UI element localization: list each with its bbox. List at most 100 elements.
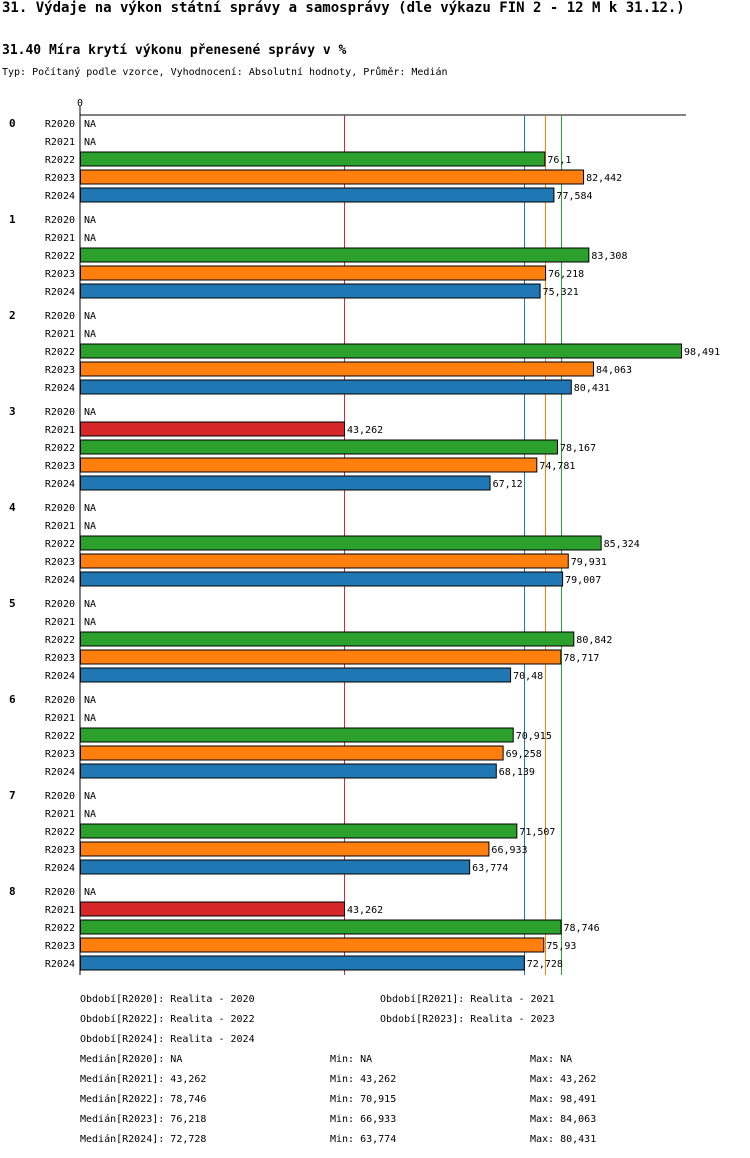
series-label: R2021 [45, 905, 75, 916]
data-label: 72,728 [527, 959, 563, 970]
legend-min-r2023: Min: 66,933 [330, 1114, 397, 1125]
series-label: R2024 [45, 767, 75, 778]
legend-min-r2024: Min: 63,774 [330, 1134, 397, 1145]
data-label: 78,746 [564, 923, 600, 934]
series-label: R2021 [45, 137, 75, 148]
legend-max-r2023: Max: 84,063 [530, 1114, 597, 1125]
series-label: R2021 [45, 809, 75, 820]
data-label: 78,167 [560, 443, 596, 454]
group-label: 1 [9, 213, 16, 226]
data-label: 70,915 [516, 731, 552, 742]
data-label: 75,93 [546, 941, 576, 952]
legend-min-r2020: Min: NA [330, 1054, 373, 1065]
data-label: NA [84, 329, 96, 340]
data-label: NA [84, 713, 96, 724]
chart-title: 31.40 Míra krytí výkonu přenesené správy… [2, 43, 347, 58]
bar-r2022 [80, 343, 682, 359]
bar-r2022 [80, 535, 602, 551]
data-label: 71,507 [519, 827, 555, 838]
bar-r2022 [80, 631, 575, 647]
data-label: NA [84, 215, 96, 226]
legend-period-r2021: Období[R2021]: Realita - 2021 [380, 994, 555, 1005]
series-label: R2020 [45, 599, 75, 610]
series-label: R2022 [45, 443, 75, 454]
bar-r2023 [80, 457, 538, 473]
series-label: R2024 [45, 575, 75, 586]
data-label: NA [84, 311, 96, 322]
data-label: 68,139 [499, 767, 535, 778]
series-label: R2023 [45, 845, 75, 856]
data-label: 74,781 [539, 461, 575, 472]
bar-r2023 [80, 649, 562, 665]
group-label: 8 [9, 885, 16, 898]
data-label: 79,007 [565, 575, 601, 586]
legend-period-r2020: Období[R2020]: Realita - 2020 [80, 994, 255, 1005]
series-label: R2024 [45, 863, 75, 874]
series-label: R2021 [45, 425, 75, 436]
legend-median-r2024: Medián[R2024]: 72,728 [80, 1134, 207, 1145]
bar-r2023 [80, 937, 545, 953]
legend-min-r2021: Min: 43,262 [330, 1074, 397, 1085]
data-label: 70,48 [513, 671, 543, 682]
chart-type-info: Typ: Počítaný podle vzorce, Vyhodnocení:… [2, 67, 448, 78]
bar-r2024 [80, 379, 572, 395]
series-label: R2022 [45, 635, 75, 646]
data-label: NA [84, 503, 96, 514]
data-label: 82,442 [586, 173, 622, 184]
bar-r2022 [80, 151, 546, 167]
bar-r2024 [80, 955, 525, 971]
series-label: R2020 [45, 215, 75, 226]
series-label: R2024 [45, 287, 75, 298]
bar-r2021 [80, 421, 345, 437]
series-label: R2022 [45, 731, 75, 742]
series-label: R2024 [45, 671, 75, 682]
group-label: 4 [9, 501, 16, 514]
data-label: 67,12 [493, 479, 523, 490]
data-label: 77,584 [556, 191, 592, 202]
data-label: 63,774 [472, 863, 508, 874]
series-label: R2020 [45, 119, 75, 130]
legend-max-r2022: Max: 98,491 [530, 1094, 597, 1105]
data-label: 76,1 [547, 155, 571, 166]
data-label: NA [84, 791, 96, 802]
data-label: 98,491 [684, 347, 720, 358]
series-label: R2021 [45, 521, 75, 532]
series-label: R2022 [45, 155, 75, 166]
bar-r2021 [80, 901, 345, 917]
series-label: R2023 [45, 173, 75, 184]
series-label: R2022 [45, 251, 75, 262]
series-label: R2020 [45, 311, 75, 322]
data-label: NA [84, 809, 96, 820]
legend-max-r2021: Max: 43,262 [530, 1074, 597, 1085]
series-label: R2023 [45, 653, 75, 664]
bar-r2024 [80, 187, 555, 203]
bar-r2022 [80, 919, 562, 935]
group-label: 5 [9, 597, 16, 610]
data-label: NA [84, 695, 96, 706]
data-label: NA [84, 407, 96, 418]
x-axis-zero-label: 0 [77, 98, 83, 109]
data-label: 43,262 [347, 905, 383, 916]
data-label: NA [84, 617, 96, 628]
data-label: 66,933 [491, 845, 527, 856]
series-label: R2023 [45, 461, 75, 472]
series-label: R2020 [45, 887, 75, 898]
series-label: R2021 [45, 713, 75, 724]
series-label: R2020 [45, 695, 75, 706]
data-label: NA [84, 599, 96, 610]
legend-max-r2024: Max: 80,431 [530, 1134, 597, 1145]
data-label: 84,063 [596, 365, 632, 376]
bar-r2024 [80, 475, 491, 491]
legend-median-r2021: Medián[R2021]: 43,262 [80, 1074, 207, 1085]
legend-period-r2022: Období[R2022]: Realita - 2022 [80, 1014, 255, 1025]
legend-median-r2023: Medián[R2023]: 76,218 [80, 1114, 207, 1125]
series-label: R2021 [45, 233, 75, 244]
bar-r2022 [80, 727, 514, 743]
data-label: 75,321 [543, 287, 579, 298]
group-label: 6 [9, 693, 16, 706]
series-label: R2024 [45, 479, 75, 490]
legend-period-r2024: Období[R2024]: Realita - 2024 [80, 1034, 255, 1045]
data-label: NA [84, 233, 96, 244]
series-label: R2022 [45, 827, 75, 838]
data-label: 85,324 [604, 539, 640, 550]
